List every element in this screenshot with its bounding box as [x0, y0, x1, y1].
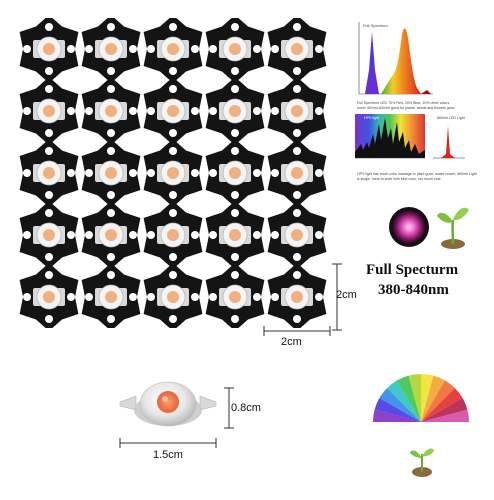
led-board — [143, 263, 203, 328]
spectrum-segment — [374, 398, 421, 422]
led-board — [205, 18, 265, 83]
single-width-label: 1.5cm — [153, 449, 183, 461]
single-height-dimension — [224, 387, 234, 429]
led-board — [267, 77, 327, 145]
led-glow-image — [389, 207, 429, 247]
comparison-caption-line2: is single, have to work with blue color,… — [357, 177, 441, 181]
full-spectrum-graph — [358, 22, 433, 95]
led-array — [19, 18, 327, 328]
spectrum-segment — [408, 373, 421, 422]
led-board — [267, 18, 327, 83]
spectrum-panel-title: Full Spectrum — [363, 23, 388, 28]
spectrum-segment — [421, 388, 463, 422]
led-board — [81, 263, 141, 328]
grid-width-dimension — [263, 326, 331, 336]
led-board — [267, 201, 327, 269]
led-board — [19, 263, 79, 328]
spectrum-segment — [421, 409, 470, 422]
led-board — [267, 139, 327, 207]
led-board — [81, 201, 141, 269]
led-board — [81, 18, 141, 83]
grid-height-dimension — [332, 263, 342, 331]
single-width-dimension — [119, 438, 217, 448]
grid-width-label: 2cm — [281, 336, 302, 348]
spectrum-segment — [421, 375, 445, 422]
comparison-caption-line1: HPS light has much color wastage to plan… — [357, 172, 477, 176]
single-led — [119, 381, 217, 427]
spectrum-segment — [421, 398, 468, 422]
single-height-label: 0.8cm — [231, 402, 261, 414]
sprout-image — [437, 207, 469, 249]
spectrum-segment — [397, 375, 421, 422]
hps-title: HPS light — [364, 116, 379, 120]
led-board — [205, 139, 265, 207]
hps-comparison-graph — [355, 114, 465, 159]
led-board — [267, 263, 327, 328]
led-board — [143, 201, 203, 269]
spectrum-range: 380-840nm — [378, 282, 449, 298]
led-board — [143, 139, 203, 207]
spectrum-segment — [387, 380, 421, 422]
spectrum-segment — [421, 373, 434, 422]
led-board — [19, 77, 79, 145]
led660-title: 660nm LED Light — [437, 116, 465, 120]
led-board — [19, 201, 79, 269]
spectrum-segment — [379, 388, 421, 422]
led-board — [19, 18, 79, 83]
led-board — [205, 77, 265, 145]
led-board — [143, 77, 203, 145]
spectrum-segment — [421, 380, 455, 422]
led-board — [81, 77, 141, 145]
spectrum-caption-line2: cover 400nm-840nm good for plants, seeds… — [357, 106, 455, 110]
spectrum-caption-line1: Full Spectrum LED 70% Red, 20% Blue, 10%… — [357, 101, 450, 105]
spectrum-segment — [372, 409, 421, 422]
led-board — [81, 139, 141, 207]
led-board — [19, 139, 79, 207]
product-name: Full Specturm — [366, 262, 459, 278]
rainbow-spectrum-fan — [372, 373, 470, 477]
led-board — [205, 263, 265, 328]
led-board — [143, 18, 203, 83]
led-board — [205, 201, 265, 269]
grid-height-label: 2cm — [336, 289, 357, 301]
